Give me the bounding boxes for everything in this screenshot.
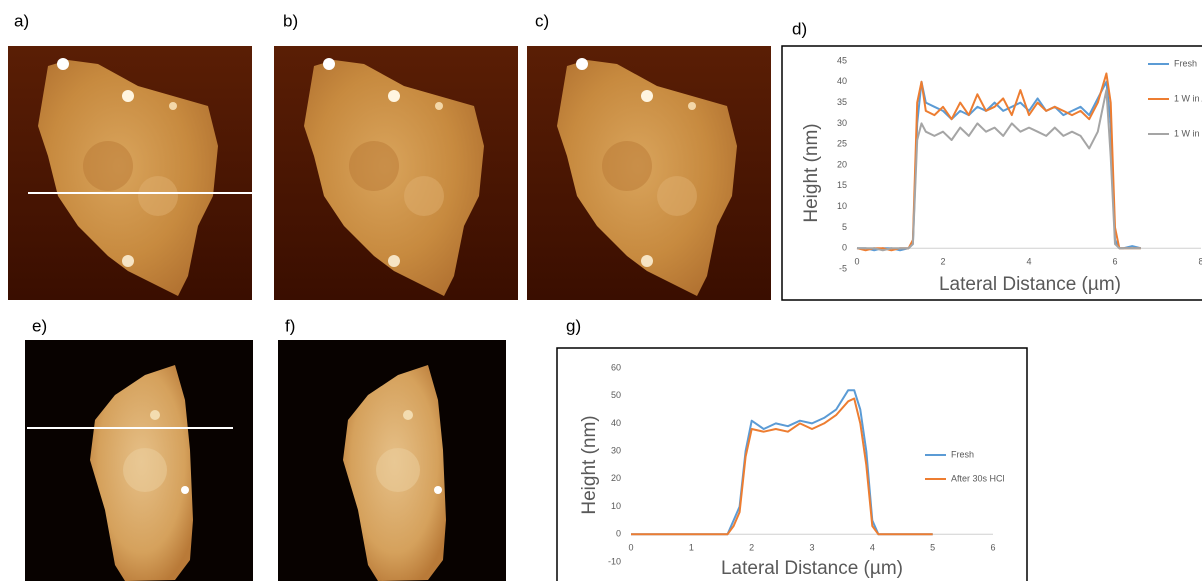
y-tick-label: 50 bbox=[611, 390, 621, 400]
y-tick-label: 0 bbox=[842, 243, 847, 253]
legend-label: Fresh bbox=[1174, 58, 1197, 68]
y-tick-label: 60 bbox=[611, 362, 621, 372]
afm-image bbox=[527, 46, 771, 300]
y-tick-label: 10 bbox=[611, 501, 621, 511]
y-tick-label: 40 bbox=[837, 76, 847, 86]
y-tick-label: 20 bbox=[837, 159, 847, 169]
afm-image bbox=[8, 46, 252, 300]
y-tick-label: 30 bbox=[837, 118, 847, 128]
series-line bbox=[631, 397, 933, 536]
x-tick-label: 6 bbox=[1112, 257, 1117, 267]
y-tick-label: 35 bbox=[837, 97, 847, 107]
panel-label: c) bbox=[535, 11, 549, 30]
y-tick-label: 40 bbox=[611, 418, 621, 428]
y-tick-label: 0 bbox=[616, 529, 621, 539]
afm-image bbox=[25, 340, 253, 581]
y-tick-label: 30 bbox=[611, 446, 621, 456]
chart-frame bbox=[556, 347, 1028, 581]
y-tick-label: 45 bbox=[837, 55, 847, 65]
panel-label: e) bbox=[32, 316, 47, 335]
x-axis-title: Lateral Distance (µm) bbox=[721, 558, 903, 579]
x-tick-label: 4 bbox=[870, 543, 875, 553]
y-axis-title: Height (nm) bbox=[801, 123, 822, 222]
x-tick-label: 5 bbox=[930, 543, 935, 553]
x-tick-label: 2 bbox=[940, 257, 945, 267]
y-tick-label: 20 bbox=[611, 473, 621, 483]
x-axis-title: Lateral Distance (µm) bbox=[939, 274, 1121, 295]
x-tick-label: 0 bbox=[854, 257, 859, 267]
panel-label: b) bbox=[283, 11, 298, 30]
y-axis-title: Height (nm) bbox=[579, 415, 600, 514]
y-tick-label: -10 bbox=[608, 556, 621, 566]
afm-image bbox=[274, 46, 518, 300]
y-tick-label: -5 bbox=[839, 263, 847, 273]
series-line bbox=[857, 89, 1141, 252]
panel-label: a) bbox=[14, 11, 29, 30]
y-tick-label: 10 bbox=[837, 201, 847, 211]
y-tick-label: 15 bbox=[837, 180, 847, 190]
y-tick-label: 5 bbox=[842, 222, 847, 232]
y-tick-label: 25 bbox=[837, 139, 847, 149]
panel-label: g) bbox=[566, 316, 581, 335]
chart-frame bbox=[781, 45, 1202, 301]
x-tick-label: 2 bbox=[749, 543, 754, 553]
legend-label: After 30s HCl bbox=[951, 473, 1005, 483]
afm-image bbox=[278, 340, 506, 581]
legend-label: Fresh bbox=[951, 449, 974, 459]
x-tick-label: 3 bbox=[809, 543, 814, 553]
legend-label: 1 W in Air bbox=[1174, 93, 1202, 103]
panel-label: f) bbox=[285, 316, 295, 335]
x-tick-label: 6 bbox=[990, 543, 995, 553]
x-tick-label: 0 bbox=[628, 543, 633, 553]
x-tick-label: 4 bbox=[1026, 257, 1031, 267]
x-tick-label: 8 bbox=[1198, 257, 1202, 267]
legend-label: 1 W in air+HCl bbox=[1174, 128, 1202, 138]
x-tick-label: 1 bbox=[689, 543, 694, 553]
panel-label: d) bbox=[792, 19, 807, 38]
